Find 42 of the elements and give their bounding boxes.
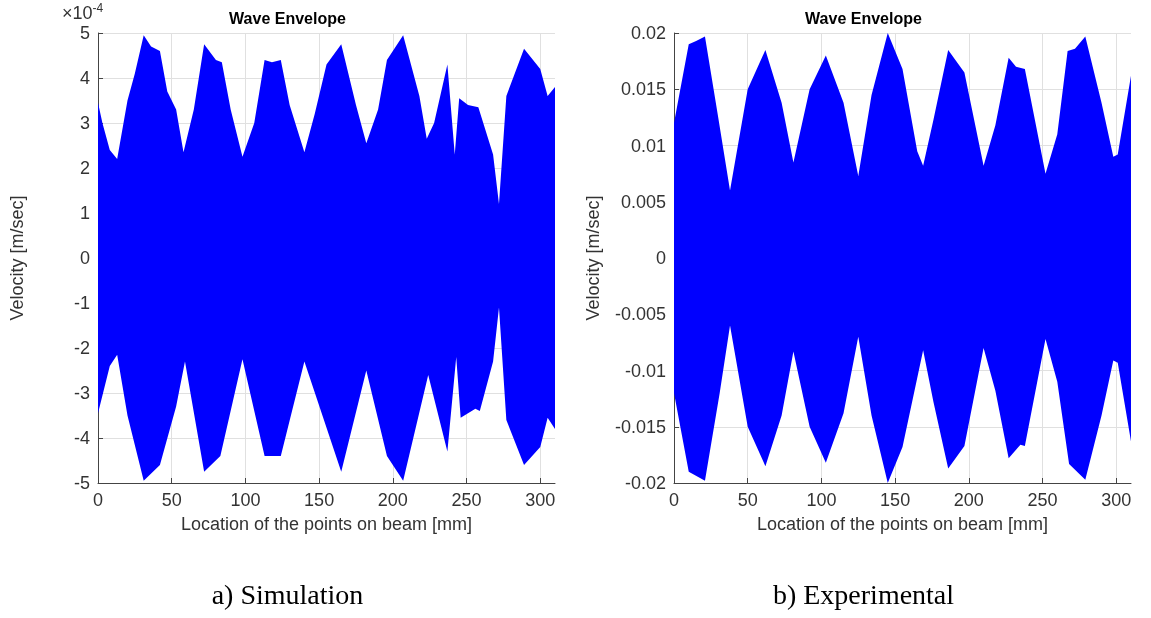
x-tick-label: 100: [230, 490, 261, 510]
x-tick-label: 0: [668, 490, 680, 510]
x-tick-label: 300: [1101, 490, 1132, 510]
x-tick-label: 50: [161, 490, 182, 510]
chart-title: Wave Envelope: [229, 9, 346, 27]
y-tick-label: -2: [73, 338, 90, 358]
x-tick-label: 300: [525, 490, 556, 510]
y-axis-title: Velocity [m/sec]: [7, 195, 27, 321]
y-tick-label: 5: [79, 23, 90, 43]
y-tick-label: 2: [79, 158, 90, 178]
y-tick-label: -0.005: [614, 304, 666, 325]
y-tick-label: -0.015: [614, 416, 666, 437]
y-tick-label: 0.01: [630, 135, 666, 156]
y-tick-label: -0.01: [624, 360, 666, 381]
y-tick-label: -0.02: [624, 473, 666, 493]
y-tick-label: 0.02: [630, 23, 666, 43]
y-tick-label: -4: [73, 428, 90, 448]
y-tick-label: 4: [79, 68, 90, 88]
x-tick-label: 200: [377, 490, 408, 510]
y-tick-label: 3: [79, 113, 90, 133]
x-tick-label: 100: [806, 490, 837, 510]
x-tick-label: 150: [880, 490, 911, 510]
x-tick-label: 250: [451, 490, 482, 510]
y-axis-title: Velocity [m/sec]: [583, 195, 603, 321]
text: a) Simulation: [211, 578, 364, 610]
x-tick-label: 250: [1027, 490, 1058, 510]
y-tick-label: 0.015: [620, 79, 666, 100]
text: b) Experimental: [772, 578, 955, 610]
y-tick-label: 0: [79, 248, 90, 268]
y-tick-label: -3: [73, 383, 90, 403]
x-tick-label: 50: [737, 490, 758, 510]
y-tick-label: -5: [73, 473, 90, 493]
y-tick-label: -1: [73, 293, 90, 313]
y-tick-label: 0.005: [620, 191, 666, 212]
y-tick-label: 0: [655, 248, 666, 268]
y-tick-label: 1: [79, 203, 90, 223]
x-axis-title: Location of the points on beam [mm]: [756, 514, 1049, 534]
x-tick-label: 150: [304, 490, 335, 510]
x-tick-label: 200: [953, 490, 984, 510]
x-axis-title: Location of the points on beam [mm]: [180, 514, 473, 534]
chart-title: Wave Envelope: [805, 9, 922, 27]
x-tick-label: 0: [92, 490, 104, 510]
